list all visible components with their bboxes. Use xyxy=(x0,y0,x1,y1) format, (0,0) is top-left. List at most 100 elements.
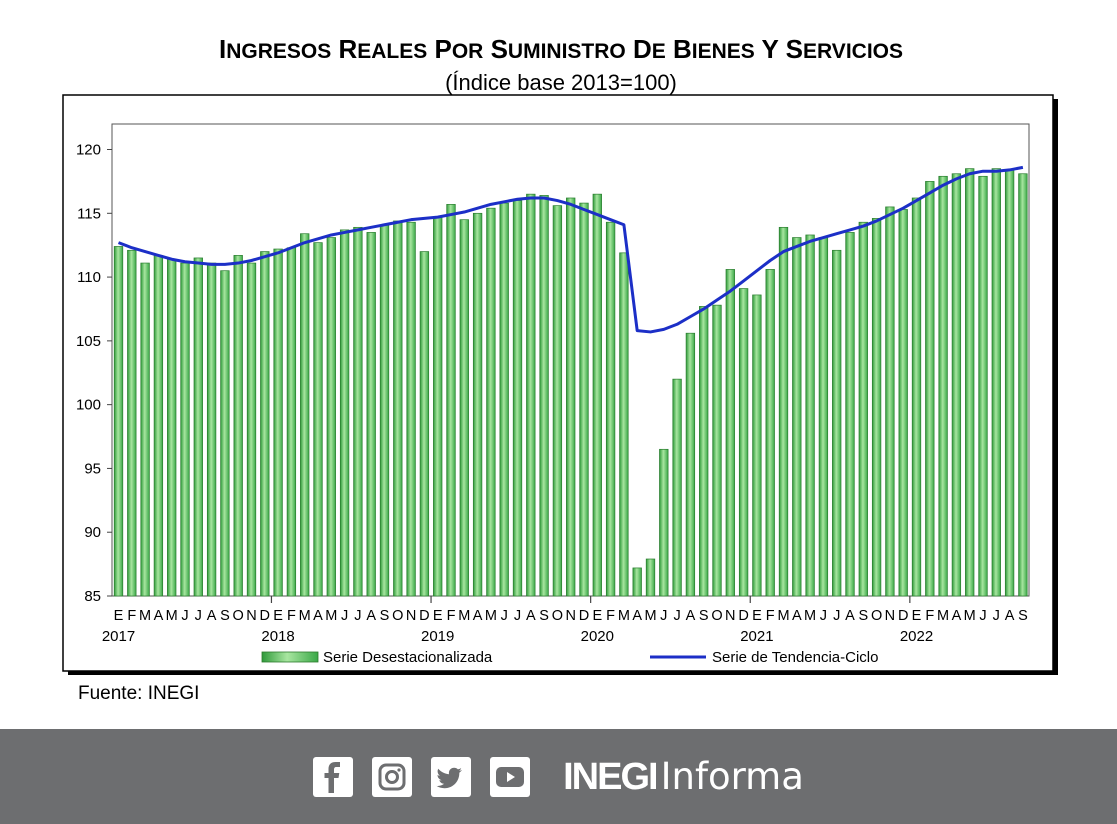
y-tick-label: 105 xyxy=(76,333,101,350)
bar xyxy=(366,232,376,597)
x-month-label: S xyxy=(1018,608,1028,624)
legend-bar-label: Serie Desestacionalizada xyxy=(323,649,493,666)
x-month-label: A xyxy=(1005,608,1015,624)
bar xyxy=(805,234,815,597)
x-month-label: D xyxy=(738,608,748,624)
bar xyxy=(738,288,749,597)
x-month-label: D xyxy=(898,608,908,624)
x-month-label: A xyxy=(473,608,483,624)
bar xyxy=(353,226,363,597)
bar xyxy=(898,209,908,597)
bar xyxy=(153,255,164,597)
bar xyxy=(911,197,922,597)
x-month-label: J xyxy=(181,608,188,624)
bar xyxy=(885,206,895,597)
x-month-label: E xyxy=(273,608,283,624)
x-month-label: F xyxy=(127,608,136,624)
y-tick-label: 85 xyxy=(84,588,101,605)
x-month-label: S xyxy=(858,608,868,624)
brand-light: Informa xyxy=(660,754,804,798)
bar xyxy=(300,233,310,597)
bar xyxy=(712,304,722,597)
bar xyxy=(871,218,882,597)
bar xyxy=(206,262,217,597)
x-month-label: N xyxy=(406,608,416,624)
bar xyxy=(672,378,682,597)
bar xyxy=(127,249,137,597)
bar xyxy=(526,193,536,597)
bar xyxy=(965,168,975,597)
bar xyxy=(605,221,616,597)
x-month-label: S xyxy=(220,608,230,624)
chart-title: INGRESOS REALES POR SUMINISTRO DE BIENES… xyxy=(219,34,903,64)
x-month-label: F xyxy=(606,608,615,624)
x-month-label: M xyxy=(325,608,337,624)
x-year-label: 2020 xyxy=(581,628,614,645)
y-tick-label: 90 xyxy=(84,524,101,541)
bar xyxy=(406,221,416,597)
bar xyxy=(991,168,1001,597)
x-year-label: 2021 xyxy=(740,628,773,645)
x-month-label: D xyxy=(260,608,270,624)
bar xyxy=(1004,169,1015,597)
bar xyxy=(765,269,775,597)
youtube-icon[interactable] xyxy=(490,756,531,797)
bar xyxy=(725,269,735,597)
x-month-label: O xyxy=(392,608,403,624)
bar xyxy=(246,262,257,597)
bar xyxy=(393,220,403,597)
bar xyxy=(699,306,709,597)
x-month-label: M xyxy=(777,608,789,624)
x-month-label: E xyxy=(592,608,602,624)
facebook-icon[interactable] xyxy=(313,756,354,797)
instagram-icon[interactable] xyxy=(372,756,413,797)
bar xyxy=(233,255,243,597)
x-month-label: A xyxy=(632,608,642,624)
bar xyxy=(193,257,203,597)
x-month-label: D xyxy=(579,608,589,624)
x-year-label: 2018 xyxy=(261,628,294,645)
bar xyxy=(286,247,297,597)
bar xyxy=(499,202,509,597)
x-month-label: J xyxy=(660,608,667,624)
x-year-label: 2022 xyxy=(900,628,933,645)
bar xyxy=(951,173,962,597)
x-month-label: O xyxy=(711,608,722,624)
x-month-label: J xyxy=(833,608,840,624)
x-year-label: 2019 xyxy=(421,628,454,645)
x-month-label: S xyxy=(539,608,549,624)
bar xyxy=(978,175,988,597)
bar xyxy=(313,242,323,597)
trend-line xyxy=(117,165,1024,334)
x-month-label: S xyxy=(699,608,709,624)
x-month-label: E xyxy=(433,608,443,624)
x-year-label: 2017 xyxy=(102,628,135,645)
bar xyxy=(326,237,336,597)
bar xyxy=(539,195,549,597)
footer-bar: INEGI Informa xyxy=(0,729,1117,824)
x-month-label: A xyxy=(313,608,323,624)
bar xyxy=(180,262,190,597)
bar xyxy=(925,181,935,597)
x-month-label: M xyxy=(166,608,178,624)
bar xyxy=(659,448,669,597)
bar xyxy=(1018,173,1028,597)
x-month-label: E xyxy=(752,608,762,624)
bar xyxy=(472,212,483,597)
x-month-label: M xyxy=(964,608,976,624)
x-month-label: F xyxy=(925,608,934,624)
x-month-label: A xyxy=(154,608,164,624)
bar xyxy=(792,237,802,597)
x-month-label: J xyxy=(820,608,827,624)
x-month-label: J xyxy=(354,608,361,624)
bar xyxy=(552,205,563,597)
x-month-label: A xyxy=(207,608,217,624)
x-month-label: O xyxy=(552,608,563,624)
x-month-label: J xyxy=(979,608,986,624)
twitter-icon[interactable] xyxy=(431,756,472,797)
bar xyxy=(938,175,948,597)
x-month-label: J xyxy=(514,608,521,624)
source-note: Fuente: INEGI xyxy=(78,683,200,704)
bar xyxy=(459,219,469,597)
x-month-label: N xyxy=(565,608,575,624)
